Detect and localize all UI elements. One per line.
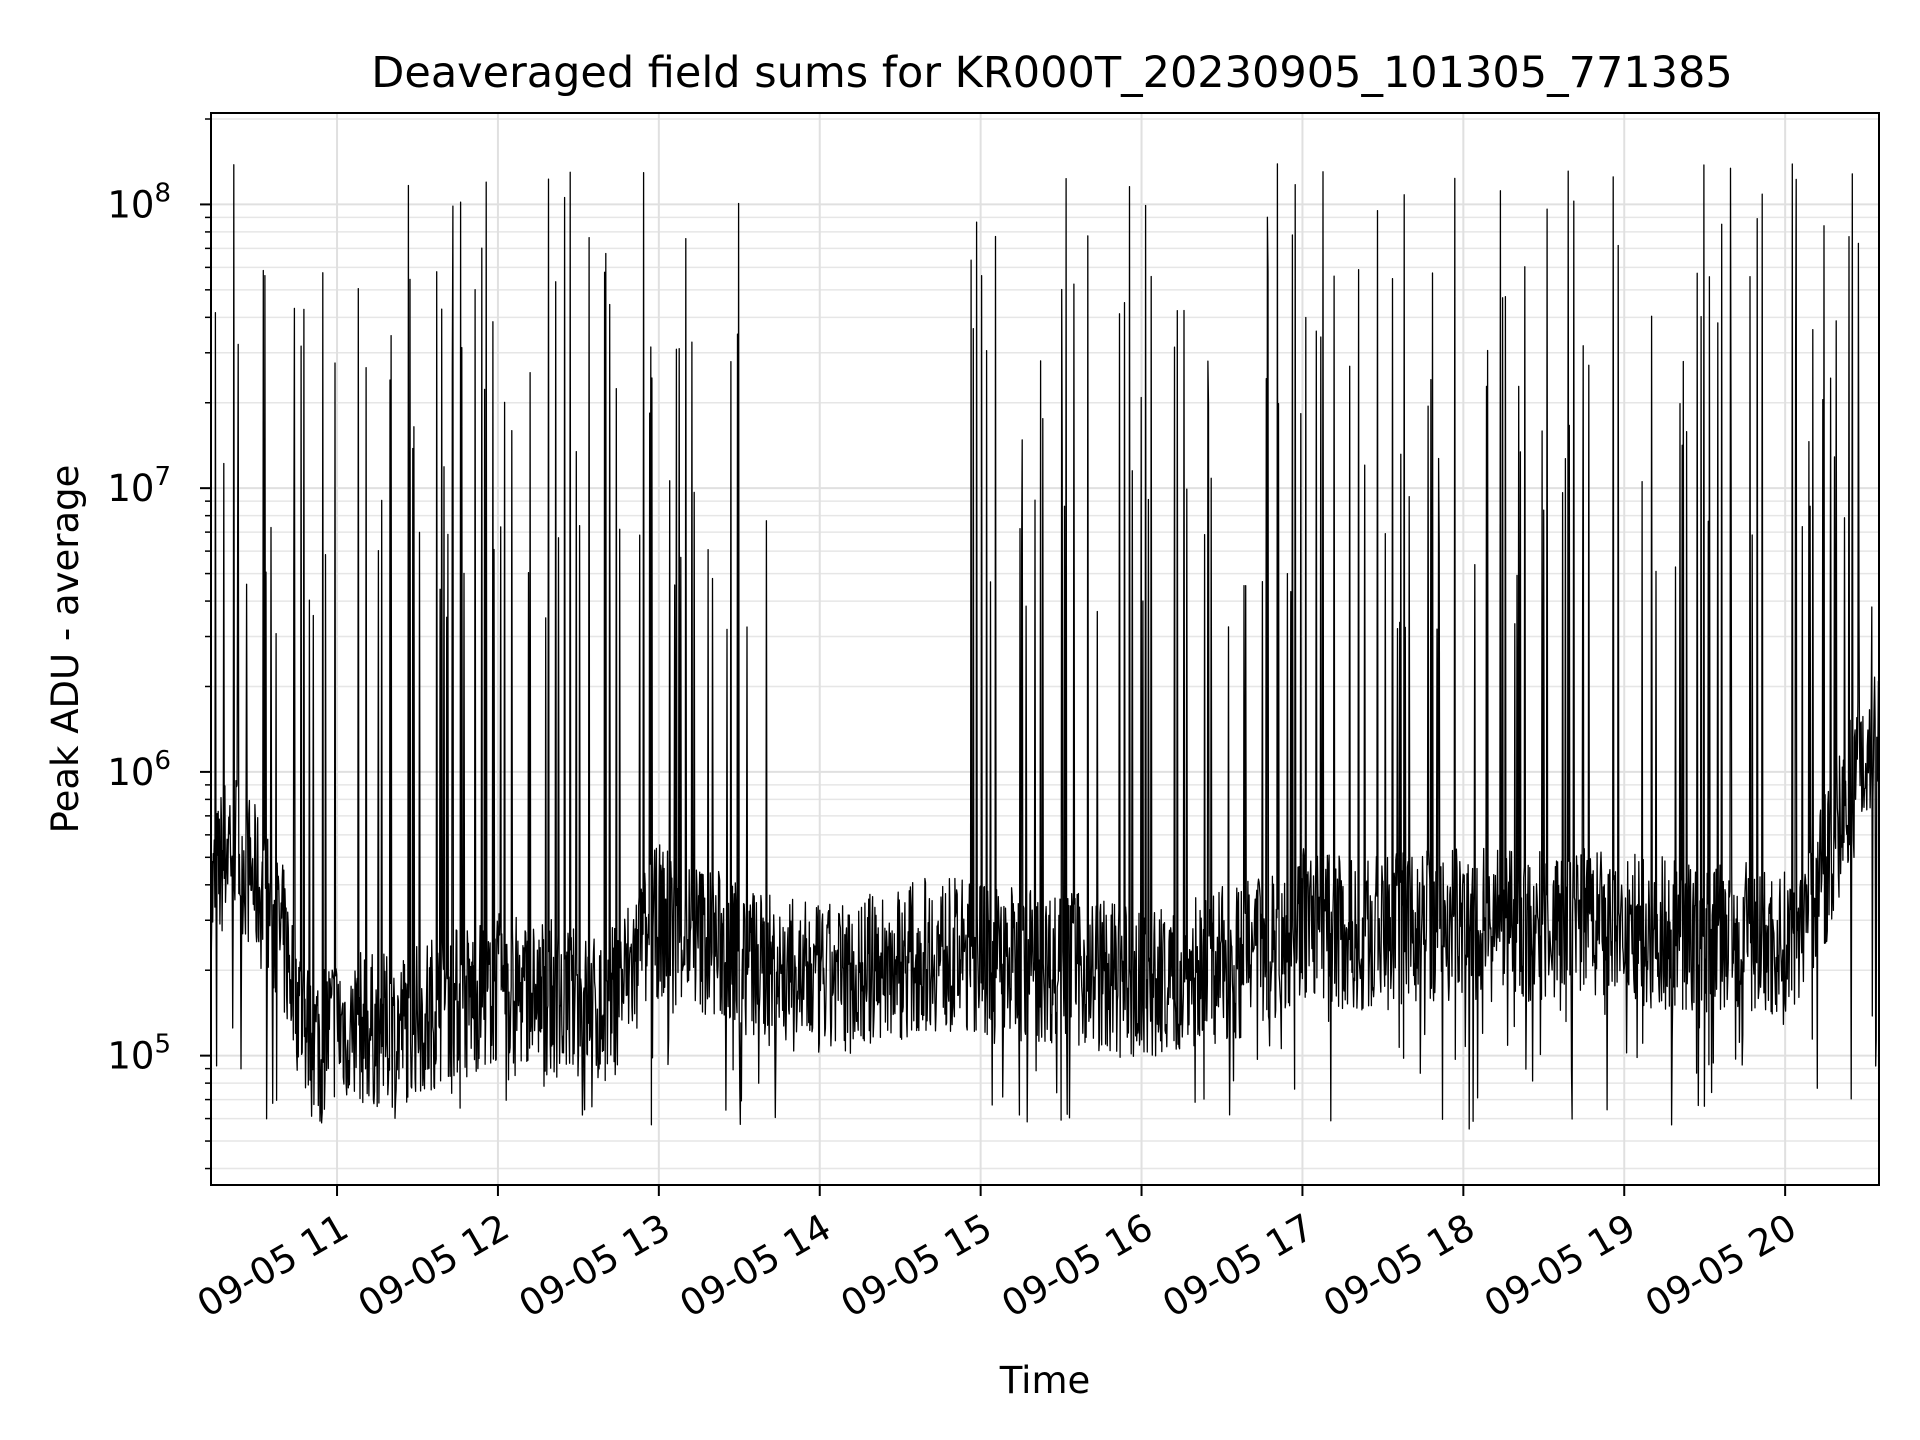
y-axis: 105 106 107 108 <box>107 118 211 1170</box>
y-tick-label: 108 <box>107 178 171 226</box>
plot-frame <box>210 112 1880 1186</box>
y-axis-label: Peak ADU - average <box>44 465 87 834</box>
chart-title: Deaveraged field sums for KR000T_2023090… <box>371 48 1733 98</box>
y-tick-label: 105 <box>107 1030 171 1078</box>
series-line <box>210 163 1880 1130</box>
y-tick-label: 106 <box>107 746 171 794</box>
series-group <box>210 163 1880 1130</box>
y-tick-label: 107 <box>107 462 171 510</box>
x-axis-label: Time <box>999 1359 1091 1402</box>
